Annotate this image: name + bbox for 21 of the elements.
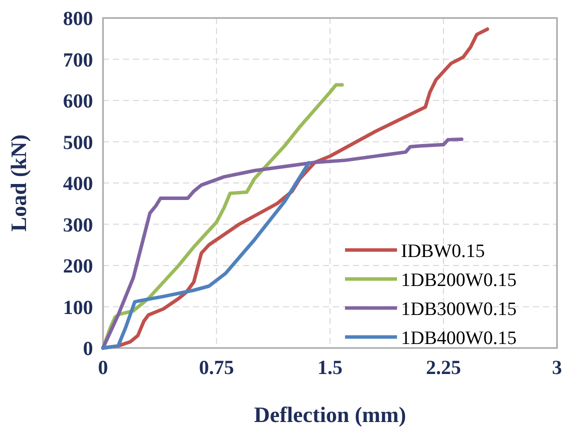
line-series: [101, 161, 311, 350]
y-tick-label: 500: [63, 132, 93, 154]
y-tick-label: 400: [63, 173, 93, 195]
x-tick-label: 3: [552, 357, 562, 379]
x-axis-title: Deflection (mm): [254, 402, 406, 427]
legend-label: 1DB200W0.15: [401, 270, 517, 291]
y-axis-title: Load (kN): [6, 134, 31, 232]
x-tick-label: 0.75: [199, 357, 234, 379]
y-tick-label: 0: [83, 338, 93, 360]
x-tick-label: 1.5: [318, 357, 342, 379]
y-tick-label: 700: [63, 49, 93, 72]
legend-label: 1DB400W0.15: [401, 328, 517, 349]
x-tick-label: 0: [98, 357, 108, 379]
legend-label: IDBW0.15: [401, 241, 485, 262]
x-tick-label: 2.25: [426, 357, 461, 379]
legend-label: 1DB300W0.15: [401, 299, 517, 320]
y-tick-label: 300: [63, 214, 93, 236]
y-tick-label: 100: [63, 296, 93, 319]
y-tick-label: 200: [63, 256, 93, 278]
y-tick-label: 800: [63, 8, 93, 30]
y-tick-label: 600: [63, 90, 93, 112]
